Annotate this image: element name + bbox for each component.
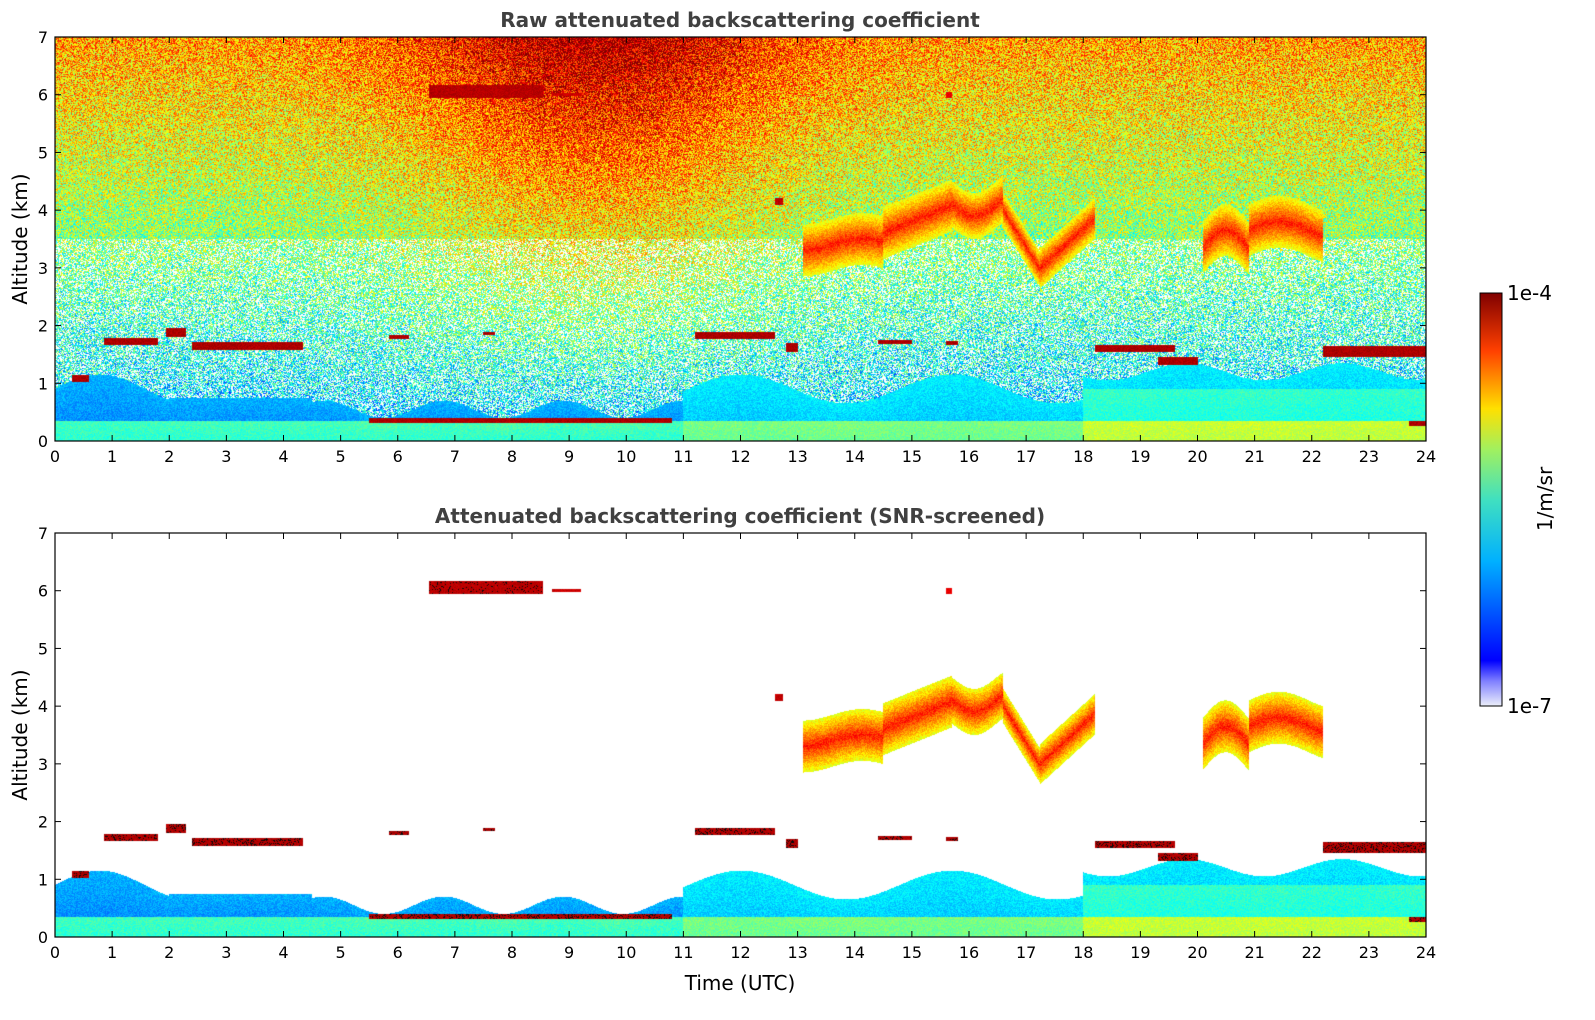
y-tick-label: 7 [38,28,48,47]
y-tick-label: 4 [38,697,48,716]
x-tick-label: 13 [787,943,807,962]
x-tick-label: 19 [1130,447,1150,466]
y-tick-label: 4 [38,201,48,220]
y-tick-label: 5 [38,639,48,658]
x-tick-label: 12 [730,447,750,466]
x-tick-label: 13 [787,447,807,466]
x-tick-label: 16 [959,447,979,466]
panel-bottom-axes: 0 1 2 3 4 5 6 7 8 9 10 11 12 13 14 15 16 17 18 19 20 21 22 23 24… [38,524,1436,962]
panel-top-heatmap [55,37,1426,441]
x-tick-label: 9 [564,943,574,962]
panel-top-axes: 0 1 2 3 4 5 6 7 8 9 10 11 12 13 14 15 16 17 18 19 20 21 22 23 24… [38,28,1436,466]
panel-top-title: Raw attenuated backscattering coefficien… [500,8,980,32]
y-tick-label: 6 [38,86,48,105]
x-tick-label: 2 [164,943,174,962]
colorbar-unit-label: 1/m/sr [1533,466,1557,531]
y-tick-label: 3 [38,259,48,278]
x-tick-label: 5 [336,943,346,962]
x-tick-label: 17 [1016,943,1036,962]
y-tick-label: 2 [38,317,48,336]
y-tick-label: 0 [38,928,48,947]
x-tick-label: 15 [902,447,922,466]
y-tick-label: 5 [38,143,48,162]
x-tick-label: 19 [1130,943,1150,962]
x-tick-label: 1 [107,447,117,466]
y-tick-label: 2 [38,813,48,832]
x-tick-label: 5 [336,447,346,466]
x-tick-label: 12 [730,943,750,962]
x-tick-label: 3 [221,447,231,466]
x-tick-label: 22 [1302,943,1322,962]
x-tick-label: 6 [393,447,403,466]
x-tick-label: 16 [959,943,979,962]
x-tick-label: 7 [450,943,460,962]
x-tick-label: 2 [164,447,174,466]
x-tick-label: 23 [1359,943,1379,962]
colorbar-min-label: 1e-7 [1507,694,1552,718]
x-tick-label: 11 [673,447,693,466]
x-tick-label: 9 [564,447,574,466]
x-tick-label: 0 [50,447,60,466]
y-tick-label: 1 [38,870,48,889]
x-tick-label: 10 [616,943,636,962]
y-tick-label: 0 [38,432,48,451]
colorbar-max-label: 1e-4 [1507,281,1552,305]
y-tick-label: 3 [38,755,48,774]
x-tick-label: 18 [1073,943,1093,962]
x-tick-label: 20 [1187,447,1207,466]
x-tick-label: 8 [507,447,517,466]
x-tick-label: 23 [1359,447,1379,466]
y-tick-label: 1 [38,374,48,393]
x-tick-label: 17 [1016,447,1036,466]
x-tick-label: 20 [1187,943,1207,962]
y-tick-label: 6 [38,582,48,601]
x-tick-label: 21 [1244,447,1264,466]
x-tick-label: 4 [278,447,288,466]
colorbar [1479,292,1503,707]
x-tick-label: 1 [107,943,117,962]
x-tick-label: 8 [507,943,517,962]
x-tick-label: 14 [845,943,865,962]
x-tick-label: 6 [393,943,403,962]
x-tick-label: 3 [221,943,231,962]
panel-top-ylabel: Altitude (km) [8,173,32,304]
x-tick-label: 22 [1302,447,1322,466]
panel-bottom-xlabel: Time (UTC) [684,971,796,995]
panel-top-plot-area [55,37,1426,441]
x-tick-label: 4 [278,943,288,962]
y-tick-label: 7 [38,524,48,543]
panel-bottom-plot-area [55,533,1426,937]
x-tick-label: 10 [616,447,636,466]
x-tick-label: 24 [1416,943,1436,962]
x-tick-label: 24 [1416,447,1436,466]
x-tick-label: 7 [450,447,460,466]
x-tick-label: 11 [673,943,693,962]
panel-bottom-title: Attenuated backscattering coefficient (S… [435,504,1045,528]
x-tick-label: 14 [845,447,865,466]
x-tick-label: 21 [1244,943,1264,962]
x-tick-label: 15 [902,943,922,962]
panel-bottom-heatmap [55,533,1426,937]
x-tick-label: 0 [50,943,60,962]
x-tick-label: 18 [1073,447,1093,466]
panel-bottom-ylabel: Altitude (km) [8,669,32,800]
